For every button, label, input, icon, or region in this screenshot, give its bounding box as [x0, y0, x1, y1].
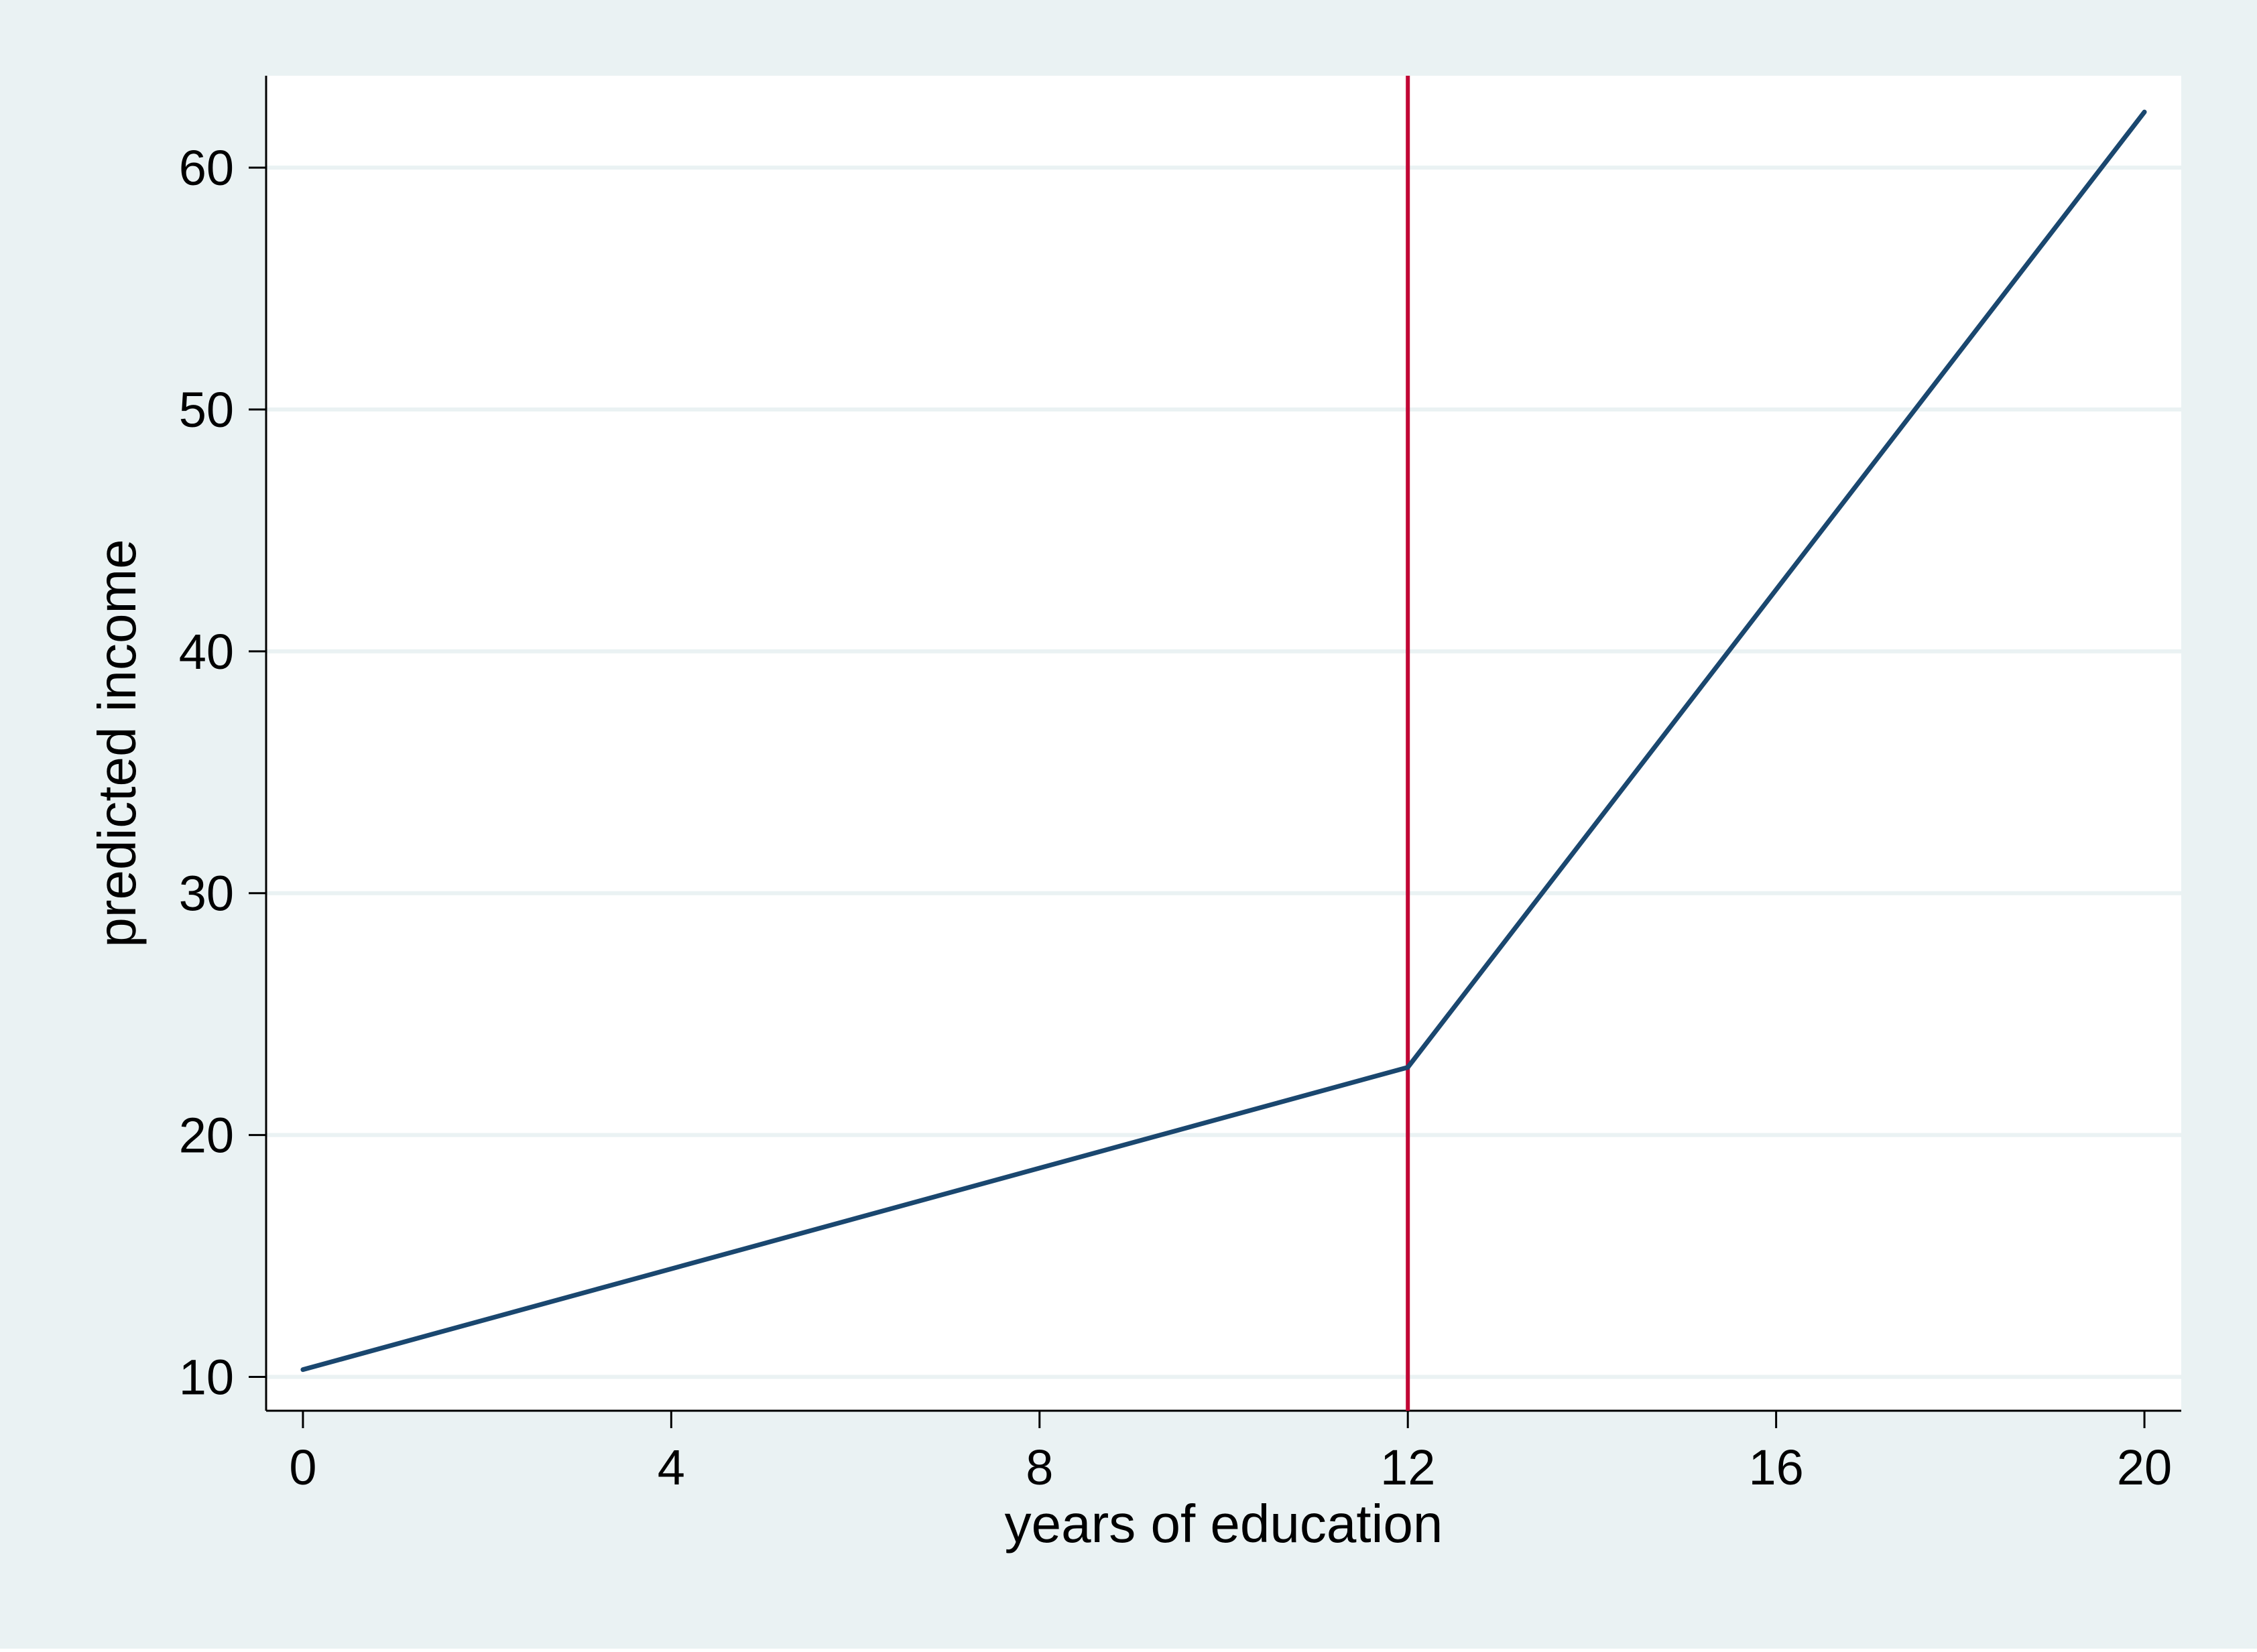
axes: 10 20 30 40 50 60 0 4 8 12 16 20: [179, 76, 2181, 1495]
y-tick-label: 20: [179, 1108, 234, 1163]
y-tick-label: 60: [179, 140, 234, 196]
y-tick-label: 50: [179, 382, 234, 438]
x-tick-label: 20: [2117, 1440, 2172, 1495]
axis-labels: years of education predicted income: [87, 539, 1443, 1553]
x-tick-label: 8: [1026, 1440, 1053, 1495]
y-tick-label: 40: [179, 624, 234, 680]
x-tick-label: 12: [1380, 1440, 1435, 1495]
x-axis-label: years of education: [1005, 1494, 1443, 1553]
series: [300, 109, 2147, 1373]
gridlines: [266, 166, 2181, 1379]
x-tick-label: 0: [289, 1440, 316, 1495]
x-tick-label: 4: [658, 1440, 685, 1495]
y-tick-label: 30: [179, 866, 234, 922]
x-tick-label: 16: [1748, 1440, 1803, 1495]
y-axis-label: predicted income: [87, 539, 147, 947]
plot-background: [266, 76, 2181, 1411]
y-tick-label: 10: [179, 1349, 234, 1405]
series-line: [300, 109, 2147, 1373]
